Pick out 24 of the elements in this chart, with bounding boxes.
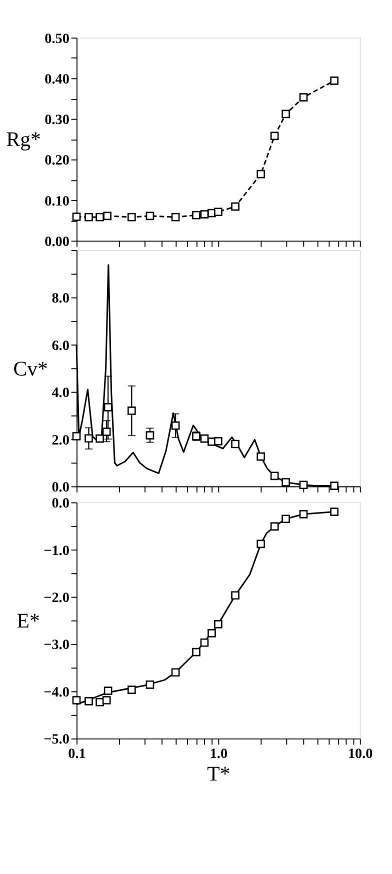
y-axis-title: E* [16,610,40,633]
y-tick-label: −4.0 [44,684,70,700]
x-axis-title: T* [207,762,230,786]
y-tick-label: 0.00 [44,234,70,250]
y-tick-label: 0.30 [44,112,70,128]
y-axis-title: Rg* [6,128,41,152]
y-tick-label: 2.0 [52,432,70,448]
y-tick-label: 0.20 [44,152,70,169]
x-tick-label: 10.0 [348,746,373,762]
y-tick-label: 0.10 [44,193,70,210]
y-tick-label: −5.0 [44,732,70,748]
y-axis-title: Cv* [13,357,48,380]
y-tick-label: 0.50 [44,30,70,47]
x-tick-label: 0.1 [68,746,86,762]
y-tick-label: 0.0 [52,496,70,512]
y-tick-label: −2.0 [44,590,70,606]
y-tick-label: 4.0 [52,385,70,402]
y-tick-label: 6.0 [52,338,70,354]
y-tick-label: 0.40 [44,71,70,88]
y-tick-label: −1.0 [44,542,70,559]
x-tick-label: 1.0 [210,746,228,762]
y-tick-label: 8.0 [52,290,70,307]
y-tick-label: −3.0 [44,637,70,654]
y-tick-label: 0.0 [52,479,70,496]
